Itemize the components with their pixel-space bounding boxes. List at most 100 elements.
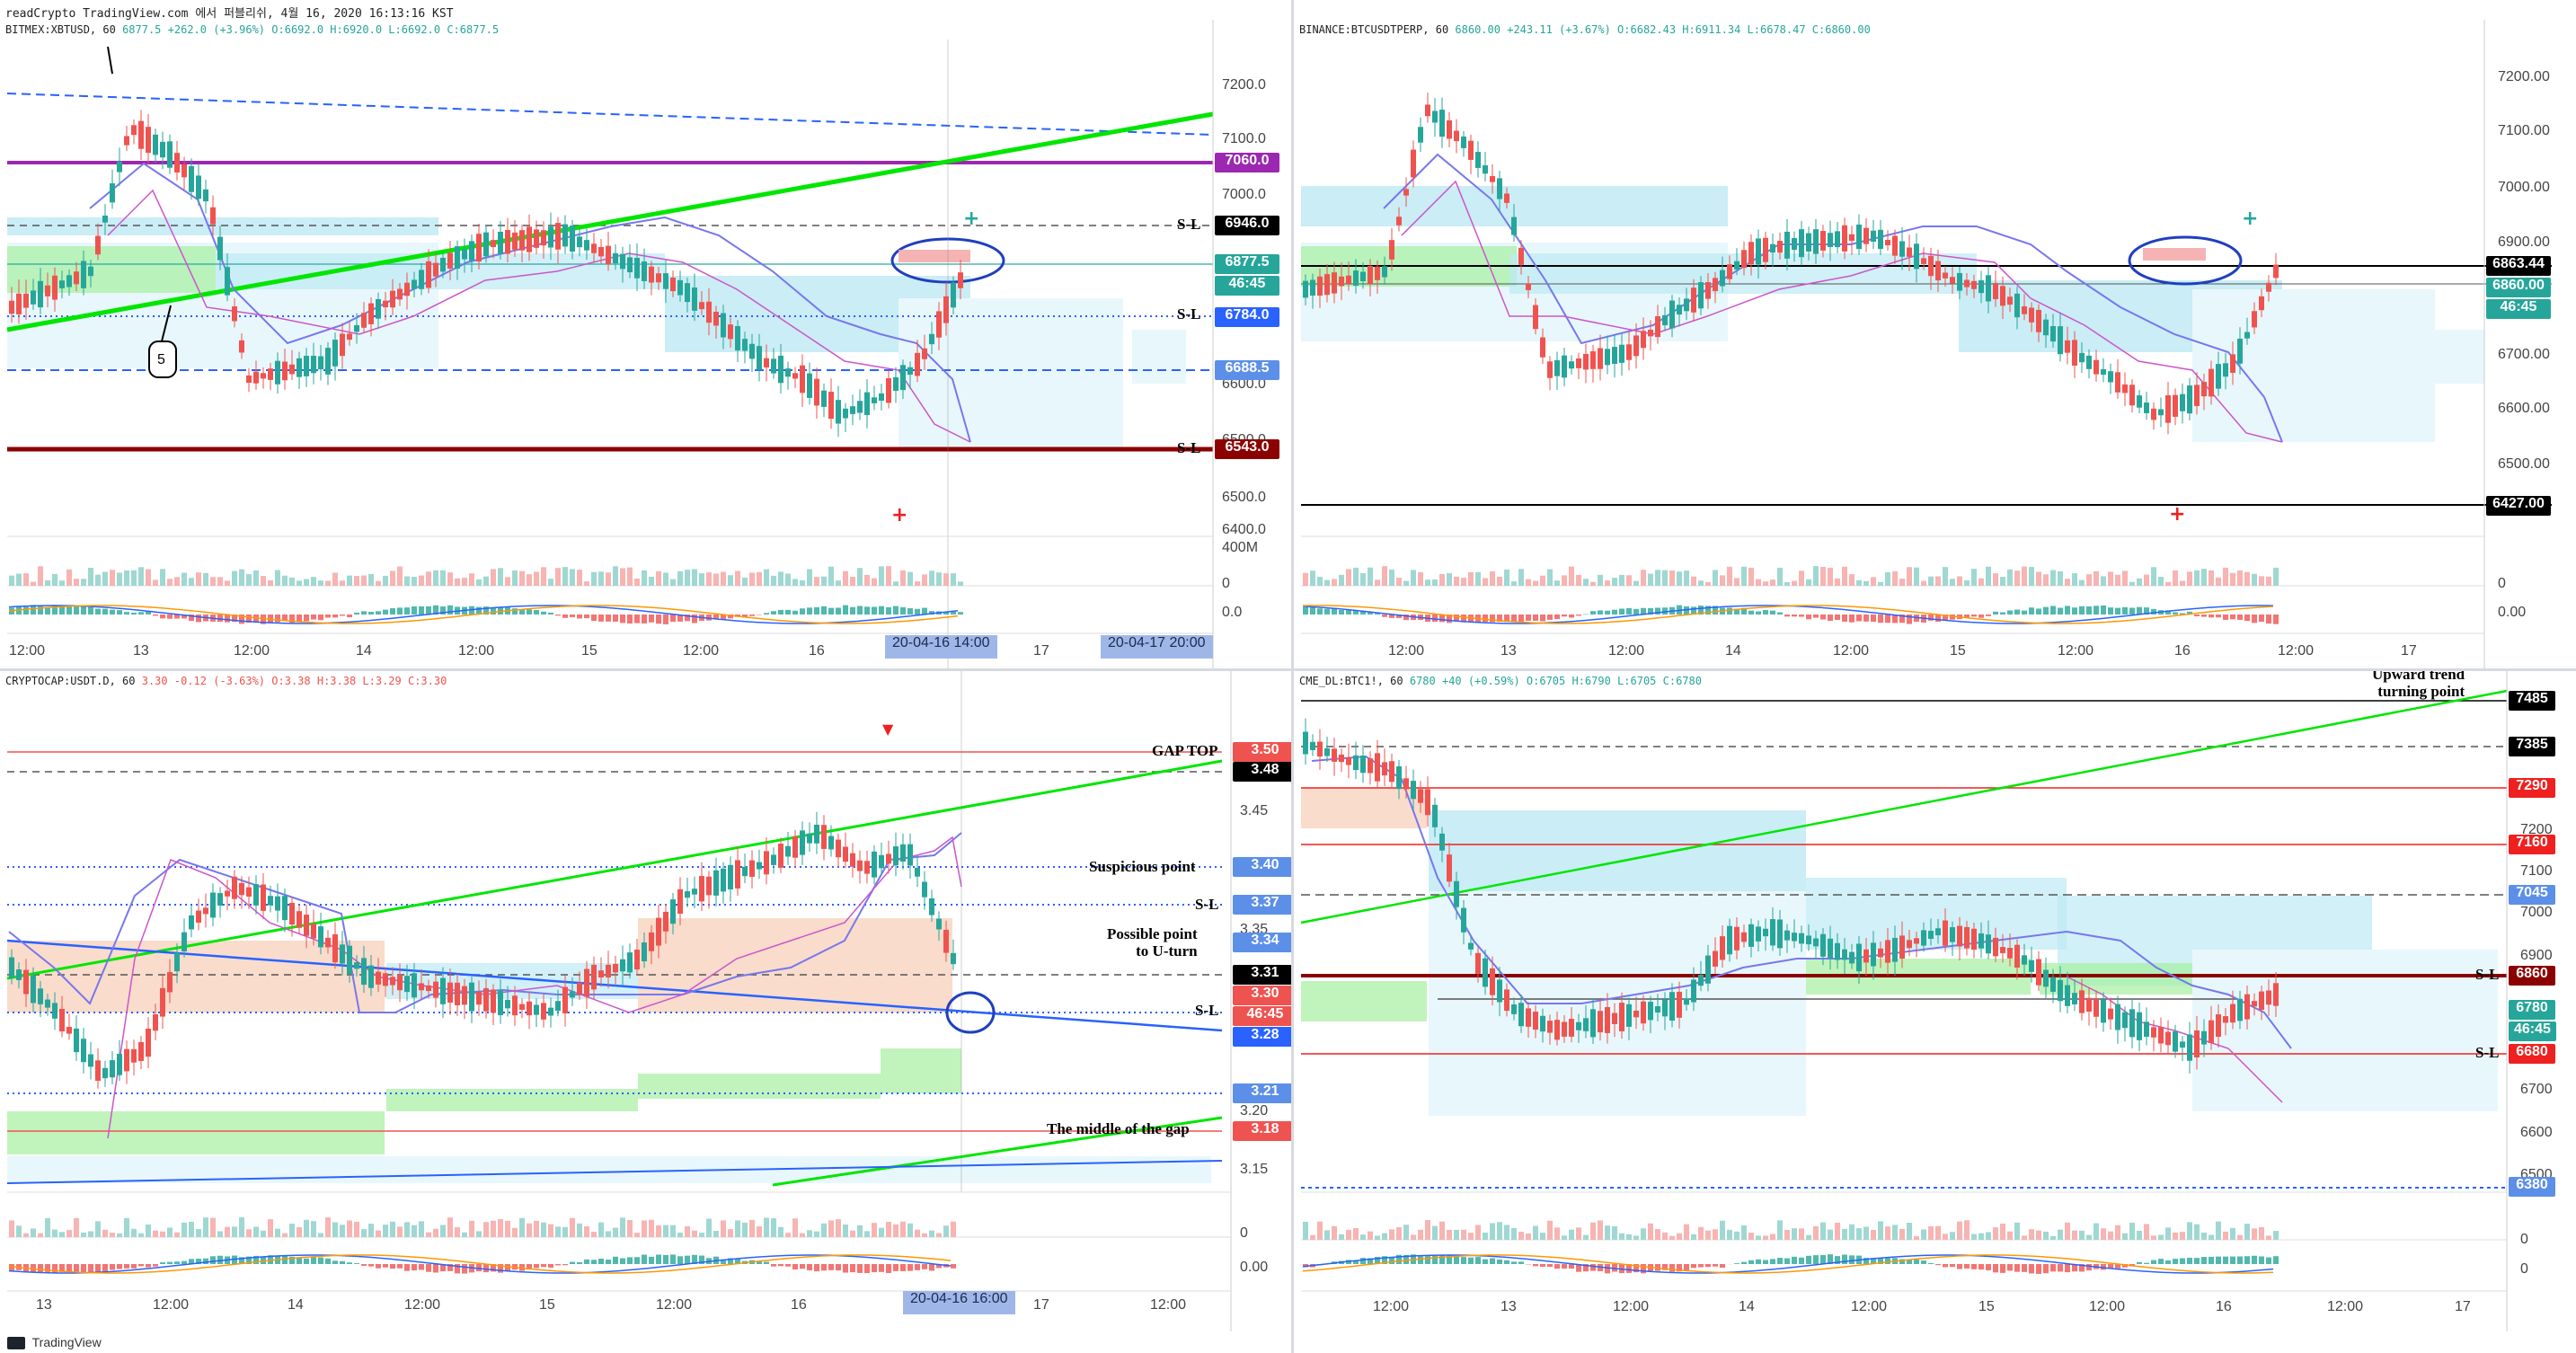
volume-bar [1576,574,1581,586]
osc-bar [1677,1264,1682,1272]
pane-divider-horizontal[interactable] [0,668,2576,671]
candle [879,854,884,869]
osc-bar [1353,610,1359,615]
volume-bar [2259,576,2264,586]
time-axis-label: 13 [1500,643,1517,659]
candle [1777,241,1783,253]
candle [1439,110,1445,137]
price-tag: 6427.00 [2486,496,2551,516]
candle [376,298,381,319]
osc-bar [2237,1256,2243,1264]
osc-bar [246,1256,252,1264]
candle [181,164,187,178]
pane-divider-vertical[interactable] [1291,0,1294,1353]
volume-bar [1713,1229,1718,1240]
volume-bar [512,570,518,586]
candle [749,343,755,359]
osc-bar [38,1264,43,1273]
volume-bar [347,1220,352,1237]
candle [1777,919,1783,949]
volume-bar [1648,573,1653,586]
crosshair-date: 20-04-16 14:00 [885,635,997,659]
time-axis-label: 12:00 [1150,1297,1186,1313]
candle [642,942,647,962]
osc-bar [872,1264,877,1273]
osc-bar [1820,1254,1826,1264]
osc-bar [203,1258,208,1264]
price-axis-label: 7200 [2520,822,2553,837]
candle [153,134,158,155]
osc-bar [792,610,798,615]
volume-bar [1317,576,1323,586]
candle [915,867,920,877]
candle [699,876,704,902]
osc-bar [642,1254,647,1264]
volume-bar [627,1220,633,1237]
osc-bar [900,606,906,615]
sl-label: S-L [1177,439,1201,456]
price-axis-label: 3.45 [1240,803,1268,818]
volume-bar [1935,576,1941,586]
osc-bar [800,1264,805,1269]
candle [23,293,29,308]
chart-canvas[interactable]: 7200 7100 7000 6900 6700 6600 6500 0 0 1… [1294,671,2576,1331]
volume-bar [627,567,633,586]
osc-bar [1447,615,1452,623]
volume-bar [1504,570,1509,586]
volume-bar [2252,1228,2257,1240]
chart-pane-usdt-dominance[interactable]: CRYPTOCAP:USDT.D, 60 3.30 -0.12 (-3.63%)… [0,671,1291,1331]
candle [1375,753,1380,782]
candle [45,285,50,296]
osc-bar [958,612,963,615]
osc-bar [713,615,719,620]
volume-bar [1863,580,1869,586]
volume-bar [138,1233,144,1237]
chart-canvas[interactable]: 3.45 3.35 3.20 3.15 0 0.00 13 12:00 14 1… [0,671,1291,1331]
chart-pane-cme[interactable]: CME_DL:BTC1!, 60 6780 +40 (+0.59%) O:670… [1294,671,2576,1331]
osc-bar [1382,615,1387,617]
candle [275,360,280,385]
candle [2043,969,2049,987]
volume-bar [160,569,165,586]
candle [591,243,597,253]
volume-bar [1950,1232,1955,1240]
chart-pane-binance[interactable]: BINANCE:BTCUSDTPERP, 60 6860.00 +243.11 … [1294,20,2576,668]
osc-bar [886,1264,891,1273]
volume-bar [943,1225,949,1237]
candle [1483,165,1488,174]
osc-bar [512,608,518,615]
osc-bar [1511,615,1517,623]
osc-bar [577,1261,582,1264]
candle [246,887,252,897]
chart-pane-bitmex[interactable]: BITMEX:XBTUSD, 60 6877.5 +262.0 (+3.96%)… [0,20,1291,668]
osc-bar [1842,615,1847,622]
gap-middle-label: The middle of the gap [1047,1120,1190,1137]
chart-canvas[interactable]: 7200.0 7100.0 7000.0 6600.0 6500.0 6500.… [0,20,1291,668]
osc-bar [1950,1264,1955,1268]
volume-bar [843,1224,848,1237]
candle [1698,282,1704,309]
volume-bar [1411,570,1416,586]
candle [174,952,180,972]
candle [390,977,395,986]
volume-bar [469,1220,474,1237]
volume-bar [1950,579,1955,586]
volume-bar [1641,570,1646,586]
footer-brand[interactable]: TradingView [7,1335,102,1349]
osc-bar [138,1264,144,1267]
candle [2079,352,2085,363]
volume-bar [828,1220,834,1237]
chart-canvas[interactable]: 7200.00 7100.00 7000.00 6900.00 6700.00 … [1294,20,2576,668]
volume-bar [1339,1234,1344,1240]
candle [1971,280,1977,289]
candle [1713,278,1718,291]
osc-bar [2050,1264,2056,1272]
volume-bar [1454,576,1459,586]
trend-turn-label: Upward trend turning point [2372,671,2465,700]
volume-bar [2072,573,2077,586]
volume-bar [771,575,776,586]
volume-bar [31,581,36,586]
osc-bar [1986,615,1991,616]
candle [1612,347,1617,365]
sl-label: S-L [1177,216,1201,233]
